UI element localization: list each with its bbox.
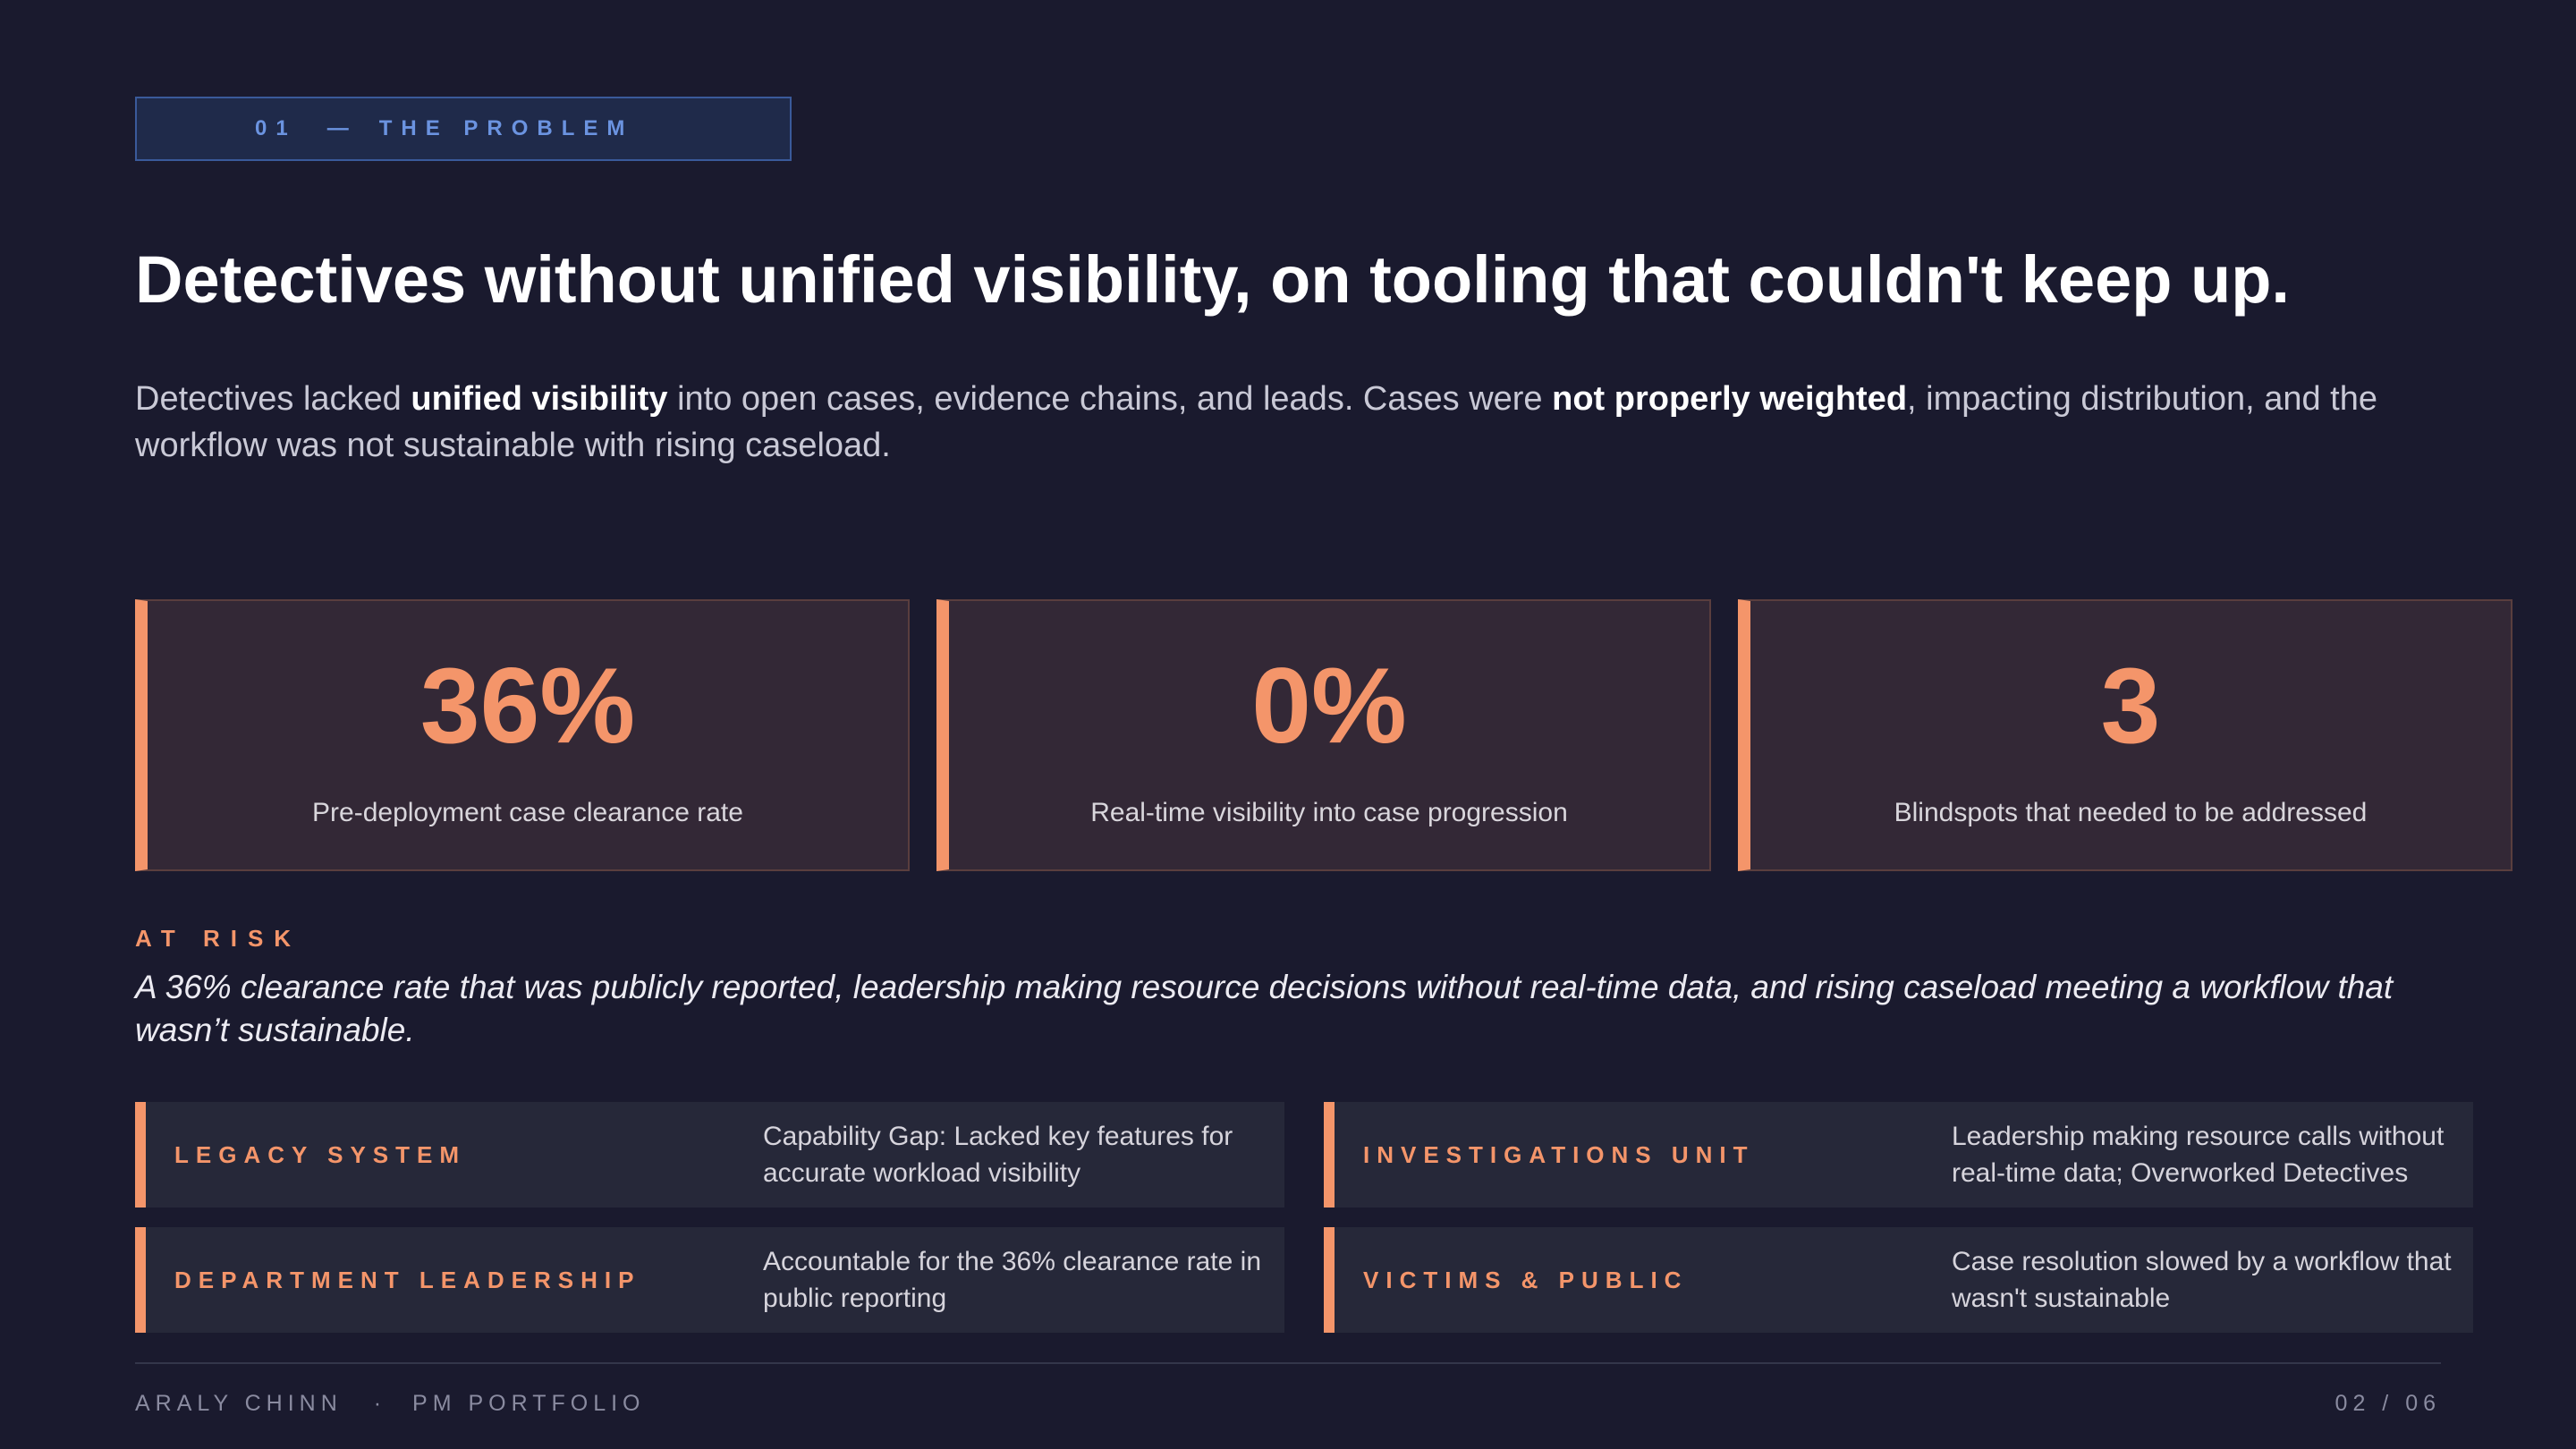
stakeholder-row-investigations-unit: INVESTIGATIONS UNIT Leadership making re…	[1324, 1102, 2473, 1208]
stat-value: 0%	[1251, 646, 1407, 766]
stat-label: Blindspots that needed to be addressed	[1894, 798, 2368, 827]
footer-name: ARALY CHINN	[135, 1391, 343, 1416]
stat-card-clearance: 36% Pre-deployment case clearance rate	[135, 599, 910, 871]
footer-dot: ·	[373, 1391, 382, 1416]
stat-card-blindspots: 3 Blindspots that needed to be addressed	[1738, 599, 2512, 871]
lead-text-2: into open cases, evidence chains, and le…	[667, 380, 1553, 418]
stat-card-visibility: 0% Real-time visibility into case progre…	[936, 599, 1711, 871]
section-separator: —	[326, 116, 349, 140]
stakeholder-desc: Capability Gap: Lacked key features for …	[763, 1122, 1233, 1188]
stat-label: Pre-deployment case clearance rate	[312, 798, 743, 827]
lead-text-1: Detectives lacked	[135, 380, 411, 418]
stakeholder-label: VICTIMS & PUBLIC	[1363, 1266, 1689, 1293]
lead-bold-1: unified visibility	[411, 380, 668, 418]
risk-text: A 36% clearance rate that was publicly r…	[135, 969, 2394, 1048]
section-number: 01	[255, 116, 297, 140]
stakeholder-desc: Leadership making resource calls without…	[1952, 1122, 2445, 1188]
stakeholder-desc: Accountable for the 36% clearance rate i…	[763, 1247, 1262, 1313]
lead-paragraph: Detectives lacked unified visibility int…	[135, 376, 2425, 469]
stat-value: 36%	[419, 646, 636, 766]
footer-divider	[135, 1362, 2441, 1364]
footer-portfolio: PM PORTFOLIO	[412, 1391, 646, 1416]
page-title: Detectives without unified visibility, o…	[135, 242, 2290, 317]
stakeholder-desc: Case resolution slowed by a workflow tha…	[1952, 1247, 2452, 1313]
stakeholder-grid: LEGACY SYSTEM Capability Gap: Lacked key…	[135, 1102, 2473, 1333]
page-number: 02 / 06	[2334, 1391, 2441, 1416]
stat-label: Real-time visibility into case progressi…	[1090, 798, 1568, 827]
stakeholder-label: LEGACY SYSTEM	[174, 1140, 467, 1168]
footer-credit: ARALY CHINN · PM PORTFOLIO	[135, 1391, 645, 1417]
lead-bold-2: not properly weighted	[1552, 380, 1908, 418]
stat-cards: 36% Pre-deployment case clearance rate 0…	[135, 599, 2514, 871]
section-label: THE PROBLEM	[378, 116, 634, 140]
section-tag: 01 — THE PROBLEM	[135, 97, 792, 161]
stakeholder-label: INVESTIGATIONS UNIT	[1363, 1140, 1755, 1168]
risk-heading: AT RISK	[135, 925, 302, 952]
stakeholder-label: DEPARTMENT LEADERSHIP	[174, 1266, 641, 1293]
stakeholder-row-legacy-system: LEGACY SYSTEM Capability Gap: Lacked key…	[135, 1102, 1284, 1208]
stakeholder-row-department-leadership: DEPARTMENT LEADERSHIP Accountable for th…	[135, 1227, 1284, 1333]
stat-value: 3	[2100, 646, 2161, 766]
stakeholder-row-victims-public: VICTIMS & PUBLIC Case resolution slowed …	[1324, 1227, 2473, 1333]
lead-text-3: , impacting distribution, and the workfl…	[135, 380, 2378, 464]
